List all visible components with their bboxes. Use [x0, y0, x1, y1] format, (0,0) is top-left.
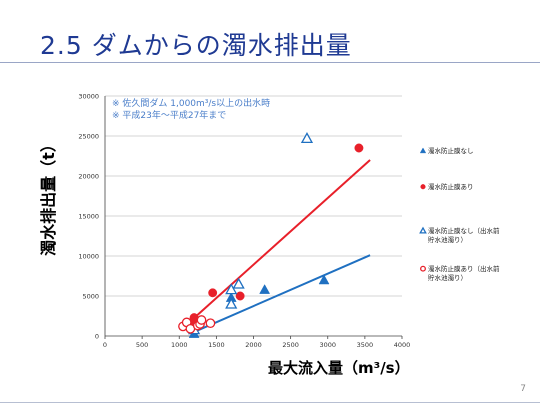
x-tick-label: 2500	[282, 341, 299, 349]
chart-annotation: ※ 平成23年～平成27年まで	[112, 109, 226, 121]
trendline	[189, 254, 371, 335]
legend-marker	[419, 226, 427, 234]
series-triangle-open	[187, 132, 314, 335]
data-point	[235, 291, 245, 301]
y-tick-label: 15000	[78, 212, 99, 220]
data-point	[318, 274, 330, 285]
y-tick-label: 10000	[78, 252, 99, 260]
data-point	[259, 284, 271, 294]
series-triangle-filled	[188, 274, 330, 338]
x-tick-label: 500	[136, 341, 148, 349]
y-tick-label: 25000	[78, 132, 99, 140]
y-tick-label: 30000	[78, 92, 99, 100]
data-point	[300, 132, 314, 144]
data-point	[205, 318, 216, 329]
data-point	[196, 315, 207, 325]
x-tick-label: 3000	[319, 341, 336, 349]
trendline	[191, 159, 371, 321]
x-tick-label: 1000	[171, 341, 188, 349]
chart-annotation: ※ 佐久間ダム 1,000m³/s以上の出水時	[112, 97, 270, 109]
x-tick-label: 0	[103, 341, 107, 349]
slide-title: 2.5 ダムからの濁水排出量	[40, 31, 352, 60]
legend-label: 貯水池濁り）	[428, 235, 467, 244]
legend-item: 濁水防止膜あり	[420, 182, 474, 191]
data-point	[232, 277, 245, 289]
y-tick-label: 0	[95, 332, 99, 340]
x-tick-label: 2000	[245, 341, 262, 349]
page-number: 7	[520, 384, 526, 394]
legend-marker	[420, 184, 426, 190]
legend-label: 濁水防止膜あり（出水前	[428, 264, 500, 273]
legend-label: 濁水防止膜なし（出水前	[428, 226, 500, 235]
data-point	[225, 283, 238, 295]
legend-marker	[419, 147, 427, 154]
footer-divider	[0, 402, 540, 403]
data-point	[225, 297, 238, 309]
legend-marker	[420, 265, 426, 272]
x-axis-title: 最大流入量（m³/s）	[268, 359, 410, 377]
legend-label: 貯水池濁り）	[428, 273, 467, 282]
y-tick-label: 20000	[78, 172, 99, 180]
y-axis-title: 濁水排出量（t）	[39, 136, 58, 256]
series-circle-open	[178, 315, 216, 334]
y-tick-label: 5000	[82, 292, 99, 300]
legend-item: 濁水防止膜なし	[419, 146, 474, 155]
legend-label: 濁水防止膜あり	[428, 182, 474, 191]
legend-label: 濁水防止膜なし	[428, 146, 474, 155]
x-tick-label: 3500	[357, 341, 374, 349]
data-point	[208, 288, 218, 298]
data-point	[354, 143, 364, 153]
x-tick-label: 4000	[394, 341, 411, 349]
title-divider	[0, 62, 540, 63]
x-tick-label: 1500	[208, 341, 225, 349]
